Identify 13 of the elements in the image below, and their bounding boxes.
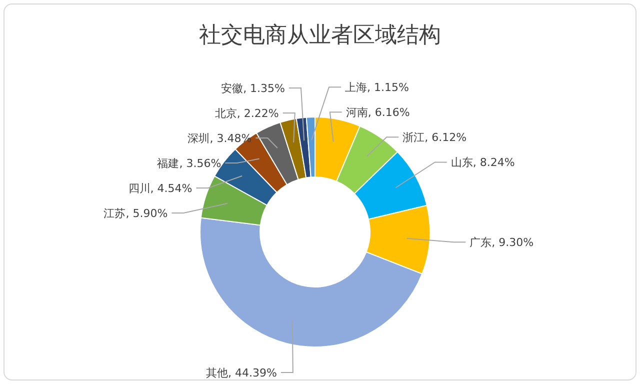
chart-title: 社交电商从业者区域结构 <box>199 23 441 48</box>
slice-label: 安徽, 1.35% <box>221 82 285 95</box>
slice-label: 其他, 44.39% <box>206 366 277 380</box>
slice-label: 福建, 3.56% <box>157 156 222 170</box>
slice-label: 河南, 6.16% <box>346 106 410 119</box>
slice-label: 四川, 4.54% <box>128 182 192 195</box>
slice-label: 上海, 1.15% <box>345 80 409 94</box>
slice-label: 浙江, 6.12% <box>402 130 467 144</box>
slice-label: 深圳, 3.48% <box>188 132 252 145</box>
slice-label: 广东, 9.30% <box>470 236 534 249</box>
slice-label: 江苏, 5.90% <box>104 206 168 220</box>
slice-label: 山东, 8.24% <box>450 156 515 170</box>
slice-label: 北京, 2.22% <box>214 106 279 120</box>
